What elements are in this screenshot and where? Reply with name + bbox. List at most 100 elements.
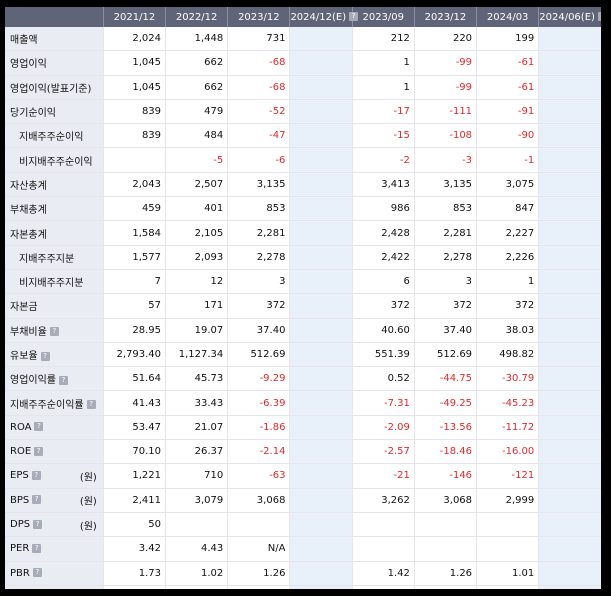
value-cell: 1.02 bbox=[165, 561, 228, 586]
value-cell: 2,043 bbox=[102, 172, 166, 198]
table-row: 자본금 57 171 372 372 372 372 bbox=[5, 293, 601, 319]
table-header: 2021/12 2022/12 2023/12 2024/12(E)? 2023/09 2… bbox=[5, 7, 601, 27]
value-cell bbox=[538, 318, 601, 343]
value-cell bbox=[538, 220, 601, 246]
value-cell: 2,278 bbox=[413, 245, 477, 270]
help-icon[interactable]: ? bbox=[32, 543, 42, 553]
help-icon[interactable]: ? bbox=[597, 12, 601, 21]
row-label-text: 영업이익률 bbox=[10, 375, 56, 387]
value-cell: 372 bbox=[351, 293, 415, 319]
value-cell: 3,262 bbox=[351, 488, 415, 513]
row-label-text: BPS bbox=[10, 494, 30, 506]
value-cell: 2,999 bbox=[476, 488, 539, 513]
value-cell: 498.82 bbox=[476, 341, 539, 368]
column-header-label: 2024/12(E) bbox=[290, 11, 347, 23]
row-label: 자본금 bbox=[5, 293, 104, 319]
value-cell: 3 bbox=[227, 269, 290, 295]
row-label: 지배주주순이익 bbox=[5, 123, 104, 149]
value-cell: 220 bbox=[413, 27, 477, 52]
value-cell: 3,079 bbox=[165, 488, 228, 513]
row-label-text: 유보율 bbox=[10, 351, 38, 362]
value-cell bbox=[227, 512, 290, 538]
help-icon[interactable]: ? bbox=[31, 470, 41, 480]
help-icon[interactable]: ? bbox=[33, 519, 43, 529]
row-label-text: 자본총계 bbox=[10, 229, 47, 241]
value-cell bbox=[538, 50, 601, 76]
row-label-text: 지배주주지분 bbox=[19, 253, 75, 265]
value-cell: 459 bbox=[102, 196, 166, 222]
value-cell: 74,240 bbox=[413, 585, 477, 589]
value-cell: 6 bbox=[351, 269, 415, 295]
row-label: ROA? bbox=[5, 415, 104, 441]
help-icon[interactable]: ? bbox=[40, 351, 50, 361]
column-header-label: 2024/06(E) bbox=[539, 11, 595, 23]
value-cell bbox=[289, 147, 353, 173]
column-header-label: 2023/09 bbox=[362, 11, 405, 23]
row-label: 지배주주순이익률? bbox=[5, 390, 104, 416]
row-label-text: 자산총계 bbox=[10, 180, 47, 192]
unit-label: (원) bbox=[79, 472, 97, 484]
help-icon[interactable]: ? bbox=[34, 446, 44, 456]
row-label-text: 영업이익 bbox=[10, 59, 47, 71]
value-cell: -52 bbox=[227, 99, 290, 125]
value-cell: -146 bbox=[413, 463, 477, 489]
row-label: 부채비율? bbox=[5, 318, 104, 343]
row-label-text: ROA bbox=[10, 421, 32, 433]
value-cell bbox=[538, 75, 601, 100]
value-cell bbox=[538, 123, 601, 149]
table-row: 자본총계 1,584 2,105 2,281 2,428 2,281 2,227 bbox=[5, 220, 601, 246]
row-label: 영업이익(발표기준) bbox=[5, 75, 104, 100]
value-cell bbox=[289, 245, 353, 270]
value-cell: 1.01 bbox=[476, 561, 539, 586]
value-cell: N/A bbox=[227, 536, 290, 562]
value-cell bbox=[538, 512, 601, 538]
value-cell bbox=[538, 439, 601, 465]
value-cell: 28.95 bbox=[102, 318, 166, 343]
help-icon[interactable]: ? bbox=[49, 327, 59, 337]
help-icon[interactable]: ? bbox=[32, 568, 42, 578]
value-cell bbox=[289, 561, 353, 586]
value-cell: 1,045 bbox=[102, 75, 166, 100]
value-cell bbox=[538, 172, 601, 198]
table-row: 비지배주주지분 7 12 3 6 3 1 bbox=[5, 269, 601, 295]
help-icon[interactable]: ? bbox=[59, 375, 68, 385]
value-cell: -13.56 bbox=[413, 415, 477, 441]
table-row: 발행주식수68,70167,98374,24074,24074,24074,24… bbox=[5, 585, 601, 589]
column-header: 2023/12 bbox=[227, 7, 290, 27]
value-cell: -91 bbox=[476, 99, 539, 125]
help-icon[interactable]: ? bbox=[32, 495, 42, 505]
table-row: DPS? (원) 50 bbox=[5, 512, 601, 538]
value-cell bbox=[538, 390, 601, 416]
row-label-text: ROE bbox=[10, 446, 32, 458]
value-cell bbox=[538, 463, 601, 489]
value-cell: 37.40 bbox=[227, 318, 290, 343]
value-cell: 839 bbox=[102, 123, 166, 149]
value-cell: 40.60 bbox=[351, 318, 415, 343]
value-cell: 662 bbox=[165, 50, 228, 76]
table-row: 영업이익(발표기준) 1,045 662 -68 1 -99 -61 bbox=[5, 75, 601, 100]
help-icon[interactable]: ? bbox=[34, 422, 44, 432]
value-cell: 847 bbox=[476, 196, 539, 222]
financial-table-container: 2021/12 2022/12 2023/12 2024/12(E)? 2023/09 2… bbox=[5, 7, 601, 589]
value-cell: -45.23 bbox=[476, 390, 539, 416]
value-cell: -47 bbox=[227, 123, 290, 149]
help-icon[interactable]: ? bbox=[349, 12, 359, 21]
help-icon[interactable]: ? bbox=[86, 400, 96, 410]
column-header-label: 2022/12 bbox=[175, 11, 218, 23]
value-cell: 3,413 bbox=[351, 172, 415, 198]
value-cell: 37.40 bbox=[413, 318, 477, 343]
value-cell: 1.42 bbox=[351, 561, 415, 586]
value-cell: 2,093 bbox=[165, 245, 228, 270]
value-cell: 372 bbox=[476, 293, 539, 319]
value-cell bbox=[289, 585, 353, 589]
value-cell: 839 bbox=[102, 99, 166, 125]
value-cell: 3,135 bbox=[413, 172, 477, 198]
value-cell: 70.10 bbox=[102, 439, 166, 465]
value-cell: 1 bbox=[351, 75, 415, 100]
value-cell bbox=[476, 536, 539, 562]
value-cell: 986 bbox=[351, 196, 415, 222]
value-cell: -5 bbox=[165, 147, 228, 173]
row-label: DPS? (원) bbox=[5, 512, 104, 538]
value-cell: -2.57 bbox=[351, 439, 415, 465]
table-row: 유보율? 2,793.40 1,127.34 512.69 551.39 512.69 49… bbox=[5, 341, 601, 368]
